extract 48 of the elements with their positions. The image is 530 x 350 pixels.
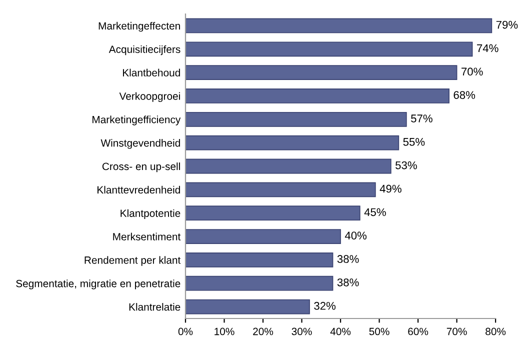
- x-tick-label: 80%: [486, 328, 506, 336]
- x-tick-label: 30%: [292, 328, 312, 336]
- data-label: 57%: [411, 114, 432, 122]
- y-tick-label: Segmentatie, migratie en penetratie: [16, 280, 180, 290]
- bar: [186, 182, 376, 198]
- data-label: 74%: [477, 44, 498, 52]
- data-label: 68%: [454, 91, 476, 99]
- bar: [186, 276, 334, 291]
- y-tick-label: Klantpotentie: [120, 209, 180, 220]
- data-label: 70%: [462, 68, 483, 76]
- bar: [186, 112, 407, 127]
- x-tick-label: 0%: [178, 328, 193, 336]
- y-tick-label: Cross- en up-sell: [102, 162, 180, 172]
- y-tick-label: Marketingeffecten: [98, 22, 180, 32]
- y-tick-label: Rendement per klant: [84, 256, 181, 266]
- y-tick-label: Merksentiment: [113, 232, 181, 240]
- data-label: 49%: [380, 184, 402, 193]
- x-tick-label: 40%: [330, 328, 351, 336]
- bar: [186, 252, 334, 268]
- y-tick-label: Marketingefficiency: [92, 116, 181, 126]
- data-label: 32%: [314, 302, 336, 310]
- x-tick-label: 60%: [408, 328, 428, 336]
- bar: [186, 229, 341, 244]
- x-tick-label: 10%: [214, 328, 234, 336]
- data-label: 45%: [364, 208, 386, 216]
- x-tick-label: 70%: [446, 328, 467, 336]
- bar: [186, 299, 310, 314]
- bar: [186, 88, 450, 104]
- x-tick-label: 20%: [253, 328, 274, 336]
- data-label: 38%: [337, 255, 359, 263]
- y-tick-label: Verkoopgroei: [119, 92, 180, 102]
- y-tick-label: Klantbehoud: [122, 68, 180, 76]
- y-tick-label: Klanttevredenheid: [98, 186, 180, 194]
- bar: [186, 65, 458, 80]
- x-tick-label: 50%: [369, 328, 390, 336]
- data-label: 53%: [396, 161, 417, 170]
- bar: [186, 18, 492, 34]
- bar: [186, 158, 392, 174]
- bar: [186, 42, 473, 57]
- y-tick-label: Acquisitiecijfers: [108, 45, 180, 56]
- y-tick-label: Klantrelatie: [129, 303, 180, 311]
- bar: [186, 135, 400, 150]
- data-label: 55%: [403, 138, 425, 146]
- data-label: 40%: [344, 232, 367, 240]
- data-label: 79%: [496, 20, 518, 29]
- data-label: 38%: [337, 278, 359, 286]
- bar: [186, 206, 360, 221]
- y-tick-label: Winstgevendheid: [100, 139, 180, 149]
